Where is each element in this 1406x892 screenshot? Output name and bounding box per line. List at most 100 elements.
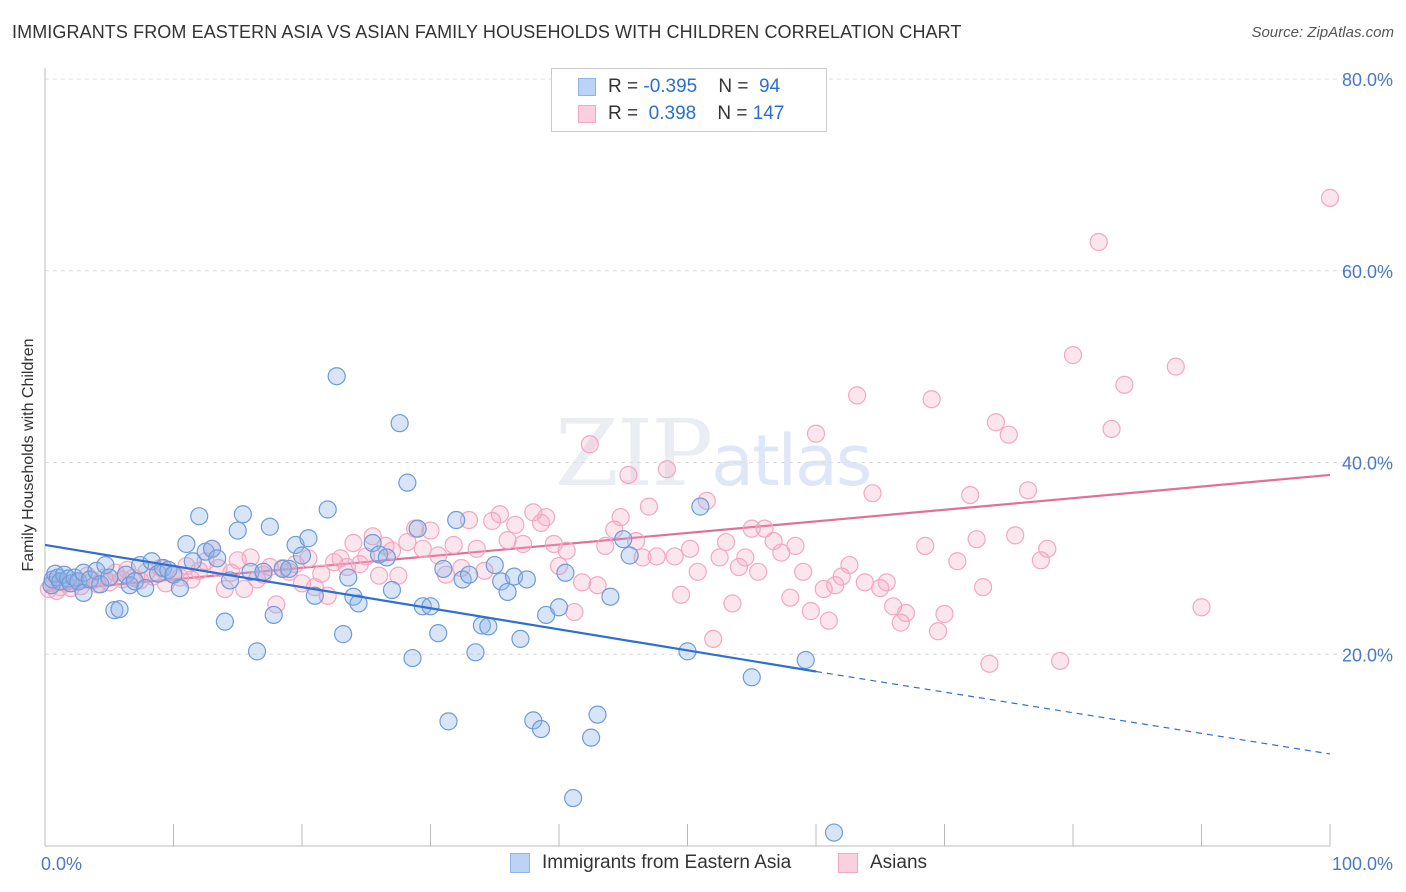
point-asians bbox=[498, 531, 517, 550]
point-immigrants bbox=[148, 564, 168, 583]
point-asians bbox=[786, 536, 805, 556]
point-immigrants bbox=[292, 546, 312, 565]
point-asians bbox=[688, 562, 707, 581]
point-asians bbox=[537, 508, 556, 527]
legend-r-label: R = bbox=[608, 76, 644, 97]
point-immigrants bbox=[215, 612, 234, 631]
point-immigrants bbox=[208, 549, 227, 568]
point-immigrants bbox=[511, 629, 530, 649]
point-asians bbox=[781, 588, 800, 607]
point-asians bbox=[749, 562, 768, 581]
point-asians bbox=[647, 547, 666, 566]
bottom-legend-asians: Asians bbox=[838, 852, 927, 874]
point-asians bbox=[413, 539, 432, 558]
y-tick-label: 40.0% bbox=[1342, 454, 1393, 474]
point-immigrants bbox=[202, 539, 222, 558]
point-immigrants bbox=[434, 559, 453, 579]
point-asians bbox=[1051, 651, 1070, 671]
bottom-legend-immigrants: Immigrants from Eastern Asia bbox=[510, 852, 791, 874]
legend-n-value: 147 bbox=[752, 103, 785, 124]
point-asians bbox=[344, 533, 363, 553]
point-immigrants bbox=[264, 605, 283, 625]
point-immigrants bbox=[260, 517, 279, 536]
point-immigrants bbox=[498, 582, 517, 602]
point-asians bbox=[429, 546, 448, 565]
y-tick-label: 60.0% bbox=[1342, 262, 1393, 282]
bottom-legend-swatch-blue bbox=[510, 853, 530, 873]
trend-immigrants-solid bbox=[44, 543, 817, 673]
point-asians bbox=[483, 511, 502, 531]
point-immigrants bbox=[377, 548, 396, 567]
point-immigrants bbox=[485, 555, 504, 575]
watermark: ZIPatlas bbox=[555, 400, 872, 507]
point-immigrants bbox=[100, 568, 119, 587]
legend-n-label: N = bbox=[718, 76, 754, 97]
point-asians bbox=[1031, 551, 1050, 570]
legend-n-value: 94 bbox=[753, 76, 781, 97]
point-asians bbox=[855, 573, 874, 592]
point-asians bbox=[840, 555, 859, 575]
point-immigrants bbox=[69, 572, 88, 591]
point-asians bbox=[999, 425, 1018, 444]
point-asians bbox=[848, 386, 867, 405]
bottom-legend-label-immigrants: Immigrants from Eastern Asia bbox=[542, 852, 792, 873]
watermark-zip: ZIP bbox=[555, 400, 713, 507]
point-asians bbox=[588, 576, 607, 595]
bottom-legend-swatch-pink bbox=[838, 853, 858, 873]
point-immigrants bbox=[408, 519, 427, 538]
point-asians bbox=[573, 573, 592, 592]
point-asians bbox=[877, 573, 896, 592]
point-immigrants bbox=[824, 823, 844, 842]
point-asians bbox=[370, 566, 389, 585]
x-tick-label: 0.0% bbox=[41, 854, 82, 874]
point-immigrants bbox=[327, 367, 346, 386]
point-asians bbox=[986, 413, 1006, 432]
point-asians bbox=[1102, 419, 1121, 439]
point-asians bbox=[716, 532, 736, 552]
point-immigrants bbox=[110, 600, 129, 619]
point-asians bbox=[794, 562, 813, 581]
chart-title: IMMIGRANTS FROM EASTERN ASIA VS ASIAN FA… bbox=[12, 22, 962, 42]
point-immigrants bbox=[228, 521, 247, 540]
point-asians bbox=[565, 602, 584, 622]
point-immigrants bbox=[136, 578, 155, 598]
point-asians bbox=[948, 552, 967, 571]
point-asians bbox=[506, 515, 525, 534]
axes bbox=[44, 68, 1331, 847]
point-asians bbox=[398, 532, 417, 552]
point-asians bbox=[549, 556, 569, 576]
point-asians bbox=[742, 519, 761, 538]
point-immigrants bbox=[447, 510, 466, 530]
point-asians bbox=[665, 547, 684, 566]
point-asians bbox=[1063, 346, 1083, 365]
point-immigrants bbox=[382, 580, 402, 600]
x-tick-label: 100.0% bbox=[1332, 854, 1393, 874]
legend-r-label: R = bbox=[608, 103, 644, 124]
point-immigrants bbox=[254, 562, 273, 581]
legend-swatch-blue bbox=[578, 78, 596, 96]
point-immigrants bbox=[403, 648, 422, 668]
point-asians bbox=[973, 578, 993, 597]
point-immigrants bbox=[116, 565, 136, 584]
point-immigrants bbox=[280, 559, 299, 579]
point-immigrants bbox=[305, 586, 324, 605]
point-immigrants bbox=[556, 563, 575, 582]
point-immigrants bbox=[691, 497, 710, 516]
point-asians bbox=[312, 564, 331, 583]
point-immigrants bbox=[105, 601, 124, 620]
point-immigrants bbox=[614, 530, 633, 549]
point-asians bbox=[806, 424, 826, 443]
point-immigrants bbox=[170, 578, 190, 598]
point-asians bbox=[657, 460, 677, 479]
point-immigrants bbox=[241, 562, 260, 581]
point-immigrants bbox=[620, 546, 639, 565]
point-asians bbox=[557, 541, 576, 560]
point-immigrants bbox=[334, 625, 353, 644]
point-immigrants bbox=[91, 575, 110, 594]
point-asians bbox=[1166, 357, 1185, 376]
point-asians bbox=[639, 497, 659, 516]
point-asians bbox=[1038, 539, 1057, 558]
point-immigrants bbox=[796, 650, 815, 670]
point-asians bbox=[961, 485, 980, 505]
